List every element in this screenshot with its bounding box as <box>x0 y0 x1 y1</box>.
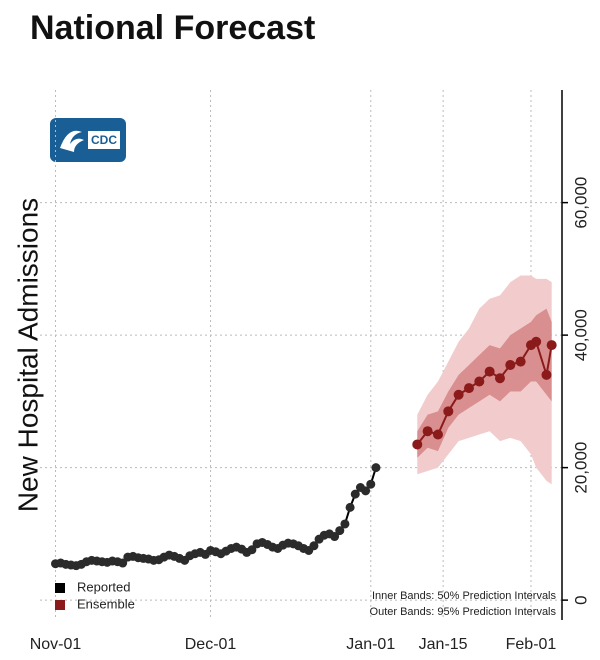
data-point <box>541 369 552 380</box>
data-point <box>422 426 433 437</box>
data-point <box>515 356 526 367</box>
x-tick-label: Jan-01 <box>346 636 395 653</box>
cdc-logo: CDC <box>50 118 126 162</box>
data-point <box>330 532 340 542</box>
y-tick-label: 60,000 <box>571 177 590 229</box>
logo-emblem <box>60 130 84 152</box>
data-point <box>443 406 454 417</box>
data-point <box>463 383 474 394</box>
data-point <box>531 336 542 347</box>
data-point <box>309 541 319 551</box>
data-point <box>350 489 360 499</box>
data-point <box>371 463 381 473</box>
annotation: Inner Bands: 50% Prediction Intervals <box>372 590 557 602</box>
data-point <box>340 519 350 529</box>
data-point <box>432 429 443 440</box>
band-50 <box>417 308 552 458</box>
data-point <box>546 340 557 351</box>
data-point <box>345 502 355 512</box>
data-point <box>247 545 257 555</box>
y-tick-label: 40,000 <box>571 309 590 361</box>
chart-title: National Forecast <box>30 9 315 47</box>
x-tick-label: Jan-15 <box>419 636 468 653</box>
y-axis-label: New Hospital Admissions <box>12 198 43 512</box>
data-point <box>474 376 485 387</box>
data-point <box>366 479 376 489</box>
data-point <box>335 526 345 536</box>
y-tick-label: 0 <box>571 595 590 604</box>
data-point <box>494 373 505 384</box>
y-tick-label: 20,000 <box>571 442 590 494</box>
data-point <box>118 558 128 568</box>
data-point <box>484 366 495 377</box>
data-point <box>505 359 516 370</box>
legend-label: Ensemble <box>77 596 135 611</box>
legend-label: Reported <box>77 579 130 594</box>
logo-text: CDC <box>91 133 117 147</box>
legend-swatch <box>55 583 65 593</box>
legend-swatch <box>55 600 65 610</box>
x-tick-label: Dec-01 <box>185 636 237 653</box>
data-point <box>361 486 371 496</box>
logo-plate <box>88 131 120 149</box>
x-tick-label: Nov-01 <box>30 636 82 653</box>
data-point <box>453 389 464 400</box>
data-point <box>412 439 423 450</box>
annotation: Outer Bands: 95% Prediction Intervals <box>370 606 557 618</box>
x-tick-label: Feb-01 <box>506 636 557 653</box>
